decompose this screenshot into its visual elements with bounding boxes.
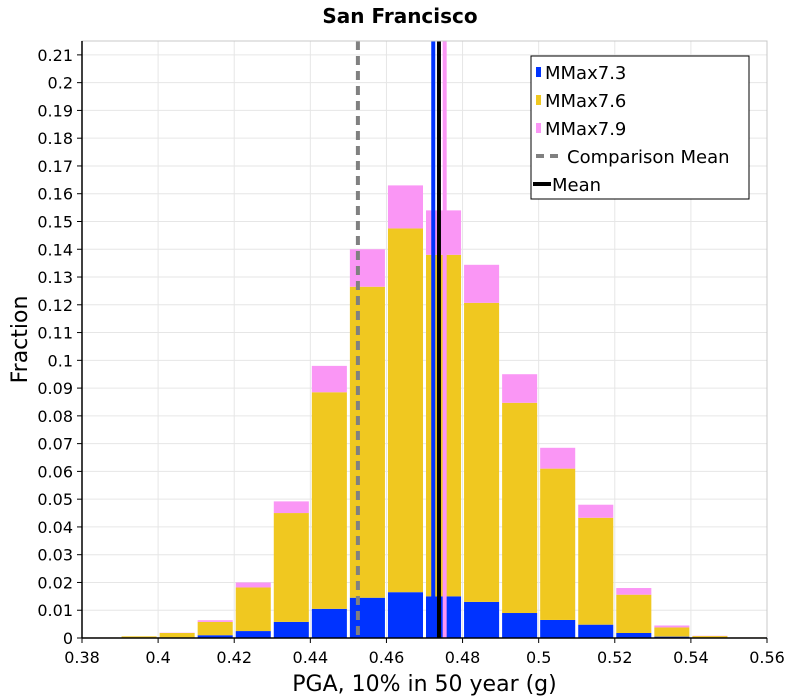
legend-swatch [536, 123, 541, 133]
bar-segment [387, 592, 423, 638]
bar-segment [654, 627, 690, 637]
legend: MMax7.3 MMax7.6 MMax7.9 Comparison Mean Mean [530, 55, 750, 200]
bar-segment [273, 621, 309, 638]
bar-segment [464, 264, 500, 303]
y-tick-label: 0.18 [37, 129, 73, 148]
bar-segment [349, 286, 385, 598]
bar-segment [311, 365, 347, 393]
y-tick-label: 0.06 [37, 462, 73, 481]
y-tick-label: 0.11 [37, 324, 73, 343]
legend-label: MMax7.6 [545, 91, 626, 112]
legend-label: Comparison Mean [567, 147, 730, 168]
x-tick-label: 0.54 [673, 648, 709, 667]
y-tick-label: 0.03 [37, 546, 73, 565]
bar-segment [311, 608, 347, 638]
y-tick-label: 0.16 [37, 185, 73, 204]
bar-segment [616, 633, 652, 638]
bar-segment [464, 302, 500, 602]
bar-segment [540, 468, 576, 620]
bar-segment [578, 504, 614, 518]
bar-segment [464, 601, 500, 638]
bar-segment [540, 447, 576, 469]
bar-segment [121, 636, 157, 638]
y-tick-label: 0.2 [48, 74, 73, 93]
bar-segment [235, 582, 271, 588]
bar-segment [235, 631, 271, 638]
x-tick-label: 0.52 [597, 648, 633, 667]
y-tick-label: 0.09 [37, 379, 73, 398]
bar-segment [616, 594, 652, 634]
axes: 0 0.01 0.02 0.03 0.04 0.05 0.06 0.07 0.08 0.09 0.1… [37, 41, 785, 667]
bar-segment [502, 613, 538, 638]
bar-segment [235, 587, 271, 632]
bar-segment [654, 625, 690, 628]
y-tick-label: 0.1 [48, 351, 73, 370]
y-tick-label: 0.19 [37, 101, 73, 120]
legend-swatch [536, 67, 541, 77]
legend-swatch [536, 95, 541, 105]
y-tick-label: 0.02 [37, 573, 73, 592]
x-tick-label: 0.42 [216, 648, 252, 667]
bar-segment [540, 619, 576, 638]
chart-title: San Francisco [322, 4, 477, 28]
legend-label: MMax7.9 [545, 119, 626, 140]
y-tick-label: 0.12 [37, 296, 73, 315]
legend-label: Mean [552, 175, 601, 196]
y-tick-label: 0.17 [37, 157, 73, 176]
y-tick-label: 0.08 [37, 407, 73, 426]
bar-segment [273, 501, 309, 514]
y-tick-label: 0.14 [37, 240, 73, 259]
bar-segment [578, 624, 614, 638]
bar-segment [502, 374, 538, 403]
bars [83, 185, 766, 638]
y-axis-title: Fraction [8, 296, 33, 384]
x-tick-label: 0.56 [749, 648, 785, 667]
y-tick-label: 0.07 [37, 435, 73, 454]
y-tick-label: 0.04 [37, 518, 73, 537]
y-tick-label: 0 [63, 629, 73, 648]
bar-segment [349, 249, 385, 287]
mean-lines [355, 41, 447, 638]
bar-segment [387, 185, 423, 229]
bar-segment [197, 621, 233, 636]
bar-segment [159, 633, 195, 638]
y-tick-label: 0.01 [37, 601, 73, 620]
y-tick-label: 0.13 [37, 268, 73, 287]
bar-segment [616, 588, 652, 595]
bar-segment [349, 597, 385, 638]
x-tick-label: 0.38 [64, 648, 100, 667]
y-tick-label: 0.05 [37, 490, 73, 509]
x-tick-label: 0.4 [145, 648, 170, 667]
bar-segment [578, 517, 614, 625]
x-axis-title: PGA, 10% in 50 year (g) [292, 672, 556, 697]
bar-segment [197, 635, 233, 638]
y-tick-label: 0.15 [37, 212, 73, 231]
x-tick-label: 0.5 [526, 648, 551, 667]
legend-box [530, 55, 750, 200]
bar-segment [311, 392, 347, 609]
x-tick-label: 0.46 [369, 648, 405, 667]
bar-segment [387, 228, 423, 593]
x-tick-label: 0.48 [445, 648, 481, 667]
y-tick-label: 0.21 [37, 46, 73, 65]
bar-segment [273, 513, 309, 622]
legend-label: MMax7.3 [545, 63, 626, 84]
bar-segment [197, 620, 233, 622]
bar-segment [502, 402, 538, 614]
bar-segment [692, 636, 728, 638]
x-tick-label: 0.44 [293, 648, 329, 667]
